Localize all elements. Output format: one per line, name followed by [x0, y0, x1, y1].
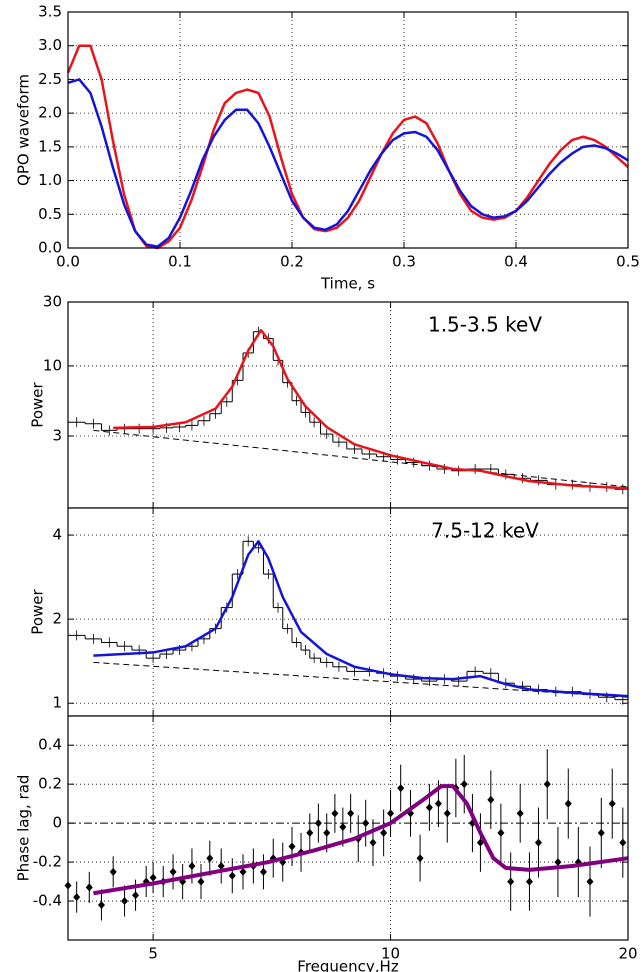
x-tick-label: 0.0 [56, 253, 80, 271]
point [460, 780, 468, 789]
y-tick-label: 1 [52, 694, 62, 712]
y-axis-label: Power [29, 588, 47, 634]
point [434, 799, 442, 808]
annotation: 7.5-12 keV [431, 519, 539, 543]
y-tick-label: -0.2 [33, 853, 62, 871]
x-axis-label: Time, s [320, 275, 375, 293]
point [331, 809, 339, 818]
x-tick-label: 20 [618, 945, 637, 963]
x-tick-label: 0.4 [504, 253, 528, 271]
point [121, 897, 129, 906]
point [85, 883, 93, 892]
point [347, 809, 355, 818]
y-tick-label: 1.0 [38, 171, 62, 189]
line [113, 328, 629, 490]
point [443, 809, 451, 818]
y-tick-label: 2 [52, 610, 62, 628]
x-tick-label: 10 [381, 945, 400, 963]
y-tick-label: 2.0 [38, 104, 62, 122]
point [149, 873, 157, 882]
point [487, 795, 495, 804]
point [619, 838, 627, 847]
point [369, 838, 377, 847]
point [239, 867, 247, 876]
point [109, 867, 117, 876]
point [288, 842, 296, 851]
point [534, 838, 542, 847]
point [362, 819, 370, 828]
y-tick-label: 0.0 [38, 239, 62, 257]
x-tick-label: 0.3 [392, 253, 416, 271]
point [608, 799, 616, 808]
y-tick-label: 0.4 [38, 736, 62, 754]
point [169, 867, 177, 876]
y-tick-label: 30 [43, 293, 62, 311]
point [259, 867, 267, 876]
y-tick-label: 0 [52, 814, 62, 832]
y-axis-label: Power [29, 381, 47, 427]
y-tick-label: 10 [43, 356, 62, 374]
point [397, 784, 405, 793]
point [516, 809, 524, 818]
point [564, 799, 572, 808]
point [314, 819, 322, 828]
y-tick-label: 0.5 [38, 205, 62, 223]
point [228, 871, 236, 880]
point [416, 854, 424, 863]
point [188, 861, 196, 870]
x-tick-label: 0.5 [616, 253, 640, 271]
point [339, 823, 347, 832]
y-axis-label: Phase lag, rad [15, 775, 33, 882]
point [73, 893, 81, 902]
y-axis-label: QPO waveform [15, 74, 33, 186]
point [425, 803, 433, 812]
point [525, 877, 533, 886]
plot-area [68, 302, 628, 508]
point [543, 780, 551, 789]
x-axis-label: Frequency,Hz [297, 958, 399, 972]
point [387, 809, 395, 818]
plot-area [68, 716, 628, 940]
point [97, 900, 105, 909]
point [197, 877, 205, 886]
point [597, 828, 605, 837]
point [554, 858, 562, 867]
y-tick-label: 4 [52, 526, 62, 544]
point [132, 891, 140, 900]
point [217, 861, 225, 870]
x-tick-label: 0.2 [280, 253, 304, 271]
plot-area [68, 508, 628, 716]
line [67, 78, 629, 248]
plot-frame [67, 11, 629, 249]
y-tick-label: 0.2 [38, 775, 62, 793]
line [66, 44, 629, 250]
y-tick-label: 2.5 [38, 70, 62, 88]
plot-frame [67, 715, 629, 941]
annotation: 1.5-3.5 keV [428, 313, 542, 337]
point [507, 877, 515, 886]
line [93, 784, 629, 896]
y-tick-label: 1.5 [38, 137, 62, 155]
y-tick-label: 3 [52, 426, 62, 444]
point [323, 828, 331, 837]
y-tick-label: -0.4 [33, 892, 62, 910]
point [206, 854, 214, 863]
y-tick-label: 3.5 [38, 3, 62, 21]
point [306, 828, 314, 837]
point [497, 828, 505, 837]
point [586, 877, 594, 886]
x-tick-label: 0.1 [168, 253, 192, 271]
point [380, 828, 388, 837]
y-tick-label: 3.0 [38, 36, 62, 54]
x-tick-label: 5 [148, 945, 158, 963]
line [93, 540, 629, 698]
